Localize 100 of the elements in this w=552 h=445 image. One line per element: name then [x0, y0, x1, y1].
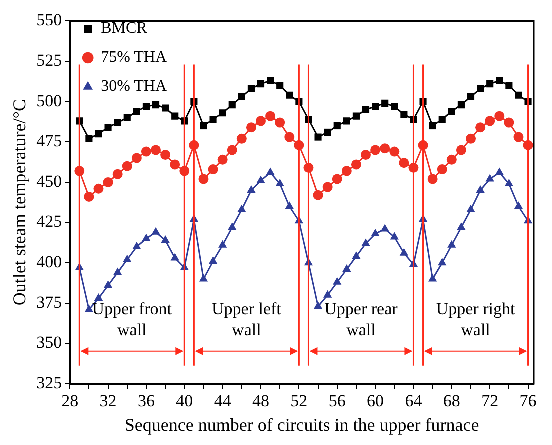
point — [332, 174, 342, 184]
y-tick-label: 325 — [36, 373, 62, 392]
x-tick-label: 76 — [520, 392, 537, 411]
point — [334, 122, 341, 130]
annotation: Upper front wall — [92, 299, 172, 340]
point — [361, 150, 372, 160]
point — [504, 118, 514, 128]
point — [104, 280, 113, 288]
point — [514, 202, 524, 210]
point — [238, 93, 246, 101]
x-tick-label: 64 — [405, 392, 423, 411]
point — [114, 119, 122, 126]
point — [322, 182, 333, 192]
point — [313, 190, 324, 200]
x-tick-label: 48 — [252, 392, 270, 411]
y-tick-label: 350 — [36, 333, 62, 352]
point — [324, 128, 332, 136]
x-tick-label: 28 — [62, 392, 79, 411]
point — [103, 177, 114, 188]
x-axis-title: Sequence number of circuits in the upper furnace — [124, 414, 480, 435]
x-tick-label: 56 — [328, 392, 346, 411]
point — [314, 302, 323, 310]
point — [266, 168, 275, 176]
point — [104, 124, 112, 132]
point — [113, 268, 122, 276]
point — [351, 160, 362, 170]
point — [467, 93, 475, 101]
point — [494, 111, 505, 122]
point — [198, 174, 209, 184]
point — [380, 224, 390, 232]
point — [122, 161, 132, 172]
point — [438, 116, 446, 124]
point — [476, 186, 485, 194]
point — [391, 103, 398, 110]
point — [466, 134, 476, 144]
point — [86, 135, 93, 142]
point — [172, 112, 179, 120]
point — [228, 102, 236, 109]
point — [372, 103, 380, 110]
point — [112, 169, 123, 180]
point — [495, 168, 504, 176]
point — [477, 85, 484, 92]
point — [256, 176, 266, 184]
point — [400, 111, 408, 118]
point — [342, 264, 352, 272]
point — [124, 114, 131, 122]
point — [486, 80, 494, 88]
point — [227, 145, 238, 156]
point — [218, 154, 228, 165]
y-tick-label: 550 — [36, 10, 62, 30]
point — [257, 80, 265, 88]
point — [506, 82, 513, 90]
point — [370, 145, 381, 156]
point — [246, 122, 256, 133]
point — [456, 145, 466, 156]
point — [199, 274, 208, 282]
point — [275, 118, 286, 128]
point — [485, 116, 496, 126]
point — [208, 164, 218, 175]
legend-label: 30% THA — [101, 78, 168, 96]
point — [285, 202, 294, 210]
point — [132, 153, 142, 164]
point — [123, 254, 132, 262]
legend-label: BMCR — [101, 20, 148, 38]
point — [284, 132, 295, 142]
y-tick-label: 525 — [36, 50, 62, 70]
point — [247, 186, 256, 194]
point — [333, 277, 342, 285]
point — [343, 118, 350, 125]
point — [466, 204, 476, 212]
point — [428, 274, 438, 282]
point — [458, 102, 465, 109]
x-tick-label: 52 — [290, 392, 308, 411]
point — [362, 238, 370, 246]
point — [429, 122, 436, 130]
y-tick-label: 425 — [36, 212, 62, 232]
point — [352, 112, 360, 120]
x-tick-label: 40 — [176, 392, 194, 411]
point — [142, 103, 150, 110]
point — [210, 116, 217, 124]
point — [400, 248, 409, 256]
point — [437, 164, 448, 175]
annotation: Upper rear wall — [324, 299, 398, 340]
point — [142, 234, 151, 242]
point — [248, 85, 255, 92]
x-tick-label: 44 — [214, 392, 232, 411]
point — [132, 242, 142, 250]
point — [504, 179, 514, 187]
point — [276, 82, 284, 90]
point — [162, 104, 170, 112]
point — [390, 146, 400, 157]
point — [267, 77, 274, 84]
point — [446, 154, 457, 165]
y-tick-label: 400 — [36, 252, 62, 272]
legend-label: 75% THA — [101, 49, 168, 66]
point — [218, 240, 228, 248]
y-tick-label: 500 — [36, 91, 62, 110]
point — [362, 106, 370, 114]
point — [208, 256, 218, 264]
x-tick-label: 68 — [443, 392, 460, 411]
